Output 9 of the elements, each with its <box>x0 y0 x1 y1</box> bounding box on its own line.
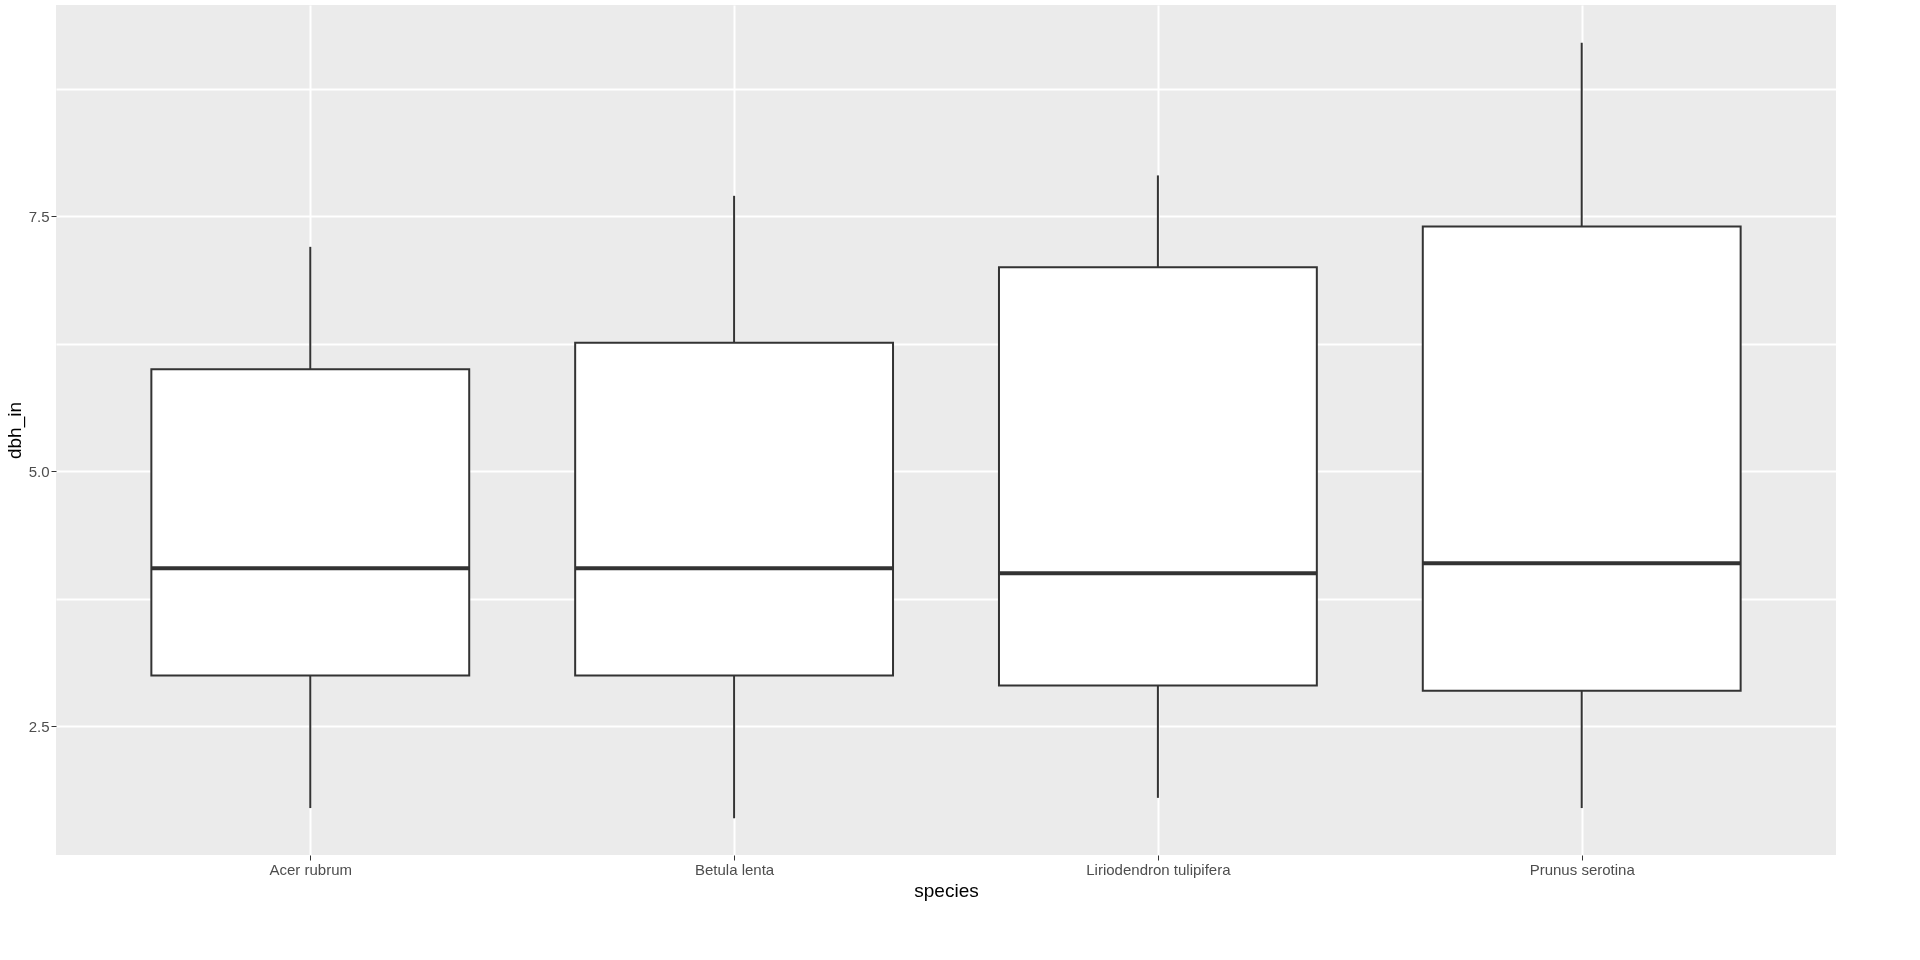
y-tick-label: 2.5 <box>28 717 50 735</box>
x-tick-label: Betula lenta <box>694 860 775 878</box>
x-axis-title: species <box>914 879 979 901</box>
y-tick-label: 7.5 <box>28 207 50 225</box>
x-tick-label: Liriodendron tulipifera <box>1086 860 1232 878</box>
y-axis-title: dbh_in <box>3 401 26 460</box>
y-tick-label: 5.0 <box>28 462 50 480</box>
x-tick-label: Prunus serotina <box>1529 860 1636 878</box>
x-tick-label: Acer rubrum <box>269 860 353 878</box>
